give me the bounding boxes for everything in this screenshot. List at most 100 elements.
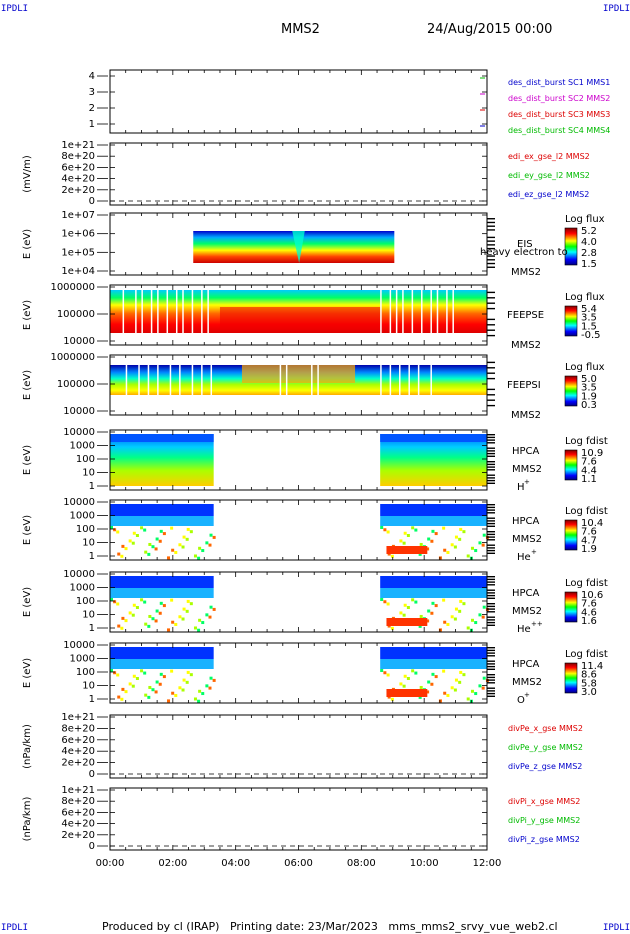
heatmap-speckle bbox=[178, 615, 182, 619]
y-tick-label: 1000 bbox=[70, 511, 95, 522]
heatmap-speckle bbox=[443, 691, 447, 695]
colorbar-tick-label: 7.6 bbox=[581, 599, 597, 610]
heatmap-speckle bbox=[182, 535, 186, 539]
heatmap-speckle bbox=[182, 607, 186, 611]
heatmap-speckle bbox=[132, 603, 136, 607]
heatmap-speckle bbox=[181, 545, 185, 549]
instrument-label: heavy electron to bbox=[480, 247, 568, 258]
y-tick-label: 1 bbox=[89, 481, 95, 492]
heatmap-speckle bbox=[144, 693, 148, 697]
heatmap-block bbox=[110, 434, 214, 442]
heatmap-speckle bbox=[155, 537, 159, 541]
heatmap-speckle bbox=[143, 600, 147, 604]
heatmap-speckle bbox=[151, 545, 155, 549]
y-tick-label: 100000 bbox=[57, 309, 95, 320]
instrument-label: HPCA bbox=[512, 516, 540, 527]
instrument-label: FEEPSE bbox=[507, 310, 544, 321]
heatmap-speckle bbox=[132, 531, 136, 535]
heatmap-speckle bbox=[482, 676, 486, 680]
heatmap-speckle bbox=[438, 699, 442, 703]
data-gap bbox=[430, 365, 432, 395]
heatmap-speckle bbox=[426, 547, 430, 551]
y-tick-label: 1000 bbox=[70, 441, 95, 452]
data-gap bbox=[122, 290, 125, 333]
heatmap-speckle bbox=[403, 531, 407, 535]
data-gap bbox=[402, 290, 404, 333]
heatmap-speckle bbox=[162, 532, 166, 536]
y-tick-label: 4e+20 bbox=[61, 746, 95, 757]
legend-entry: edi_ey_gse_l2 MMS2 bbox=[508, 171, 590, 180]
heatmap-speckle bbox=[450, 686, 454, 690]
heatmap-speckle bbox=[193, 697, 197, 701]
y-tick-label: 1e+21 bbox=[61, 712, 95, 723]
y-tick-label: 2 bbox=[89, 103, 95, 114]
heatmap-speckle bbox=[131, 613, 135, 617]
heatmap-speckle bbox=[205, 684, 209, 688]
heatmap-speckle bbox=[419, 614, 423, 618]
heatmap-block bbox=[110, 516, 214, 526]
heatmap-feature bbox=[386, 618, 428, 626]
heatmap-speckle bbox=[120, 554, 124, 558]
data-gap bbox=[179, 365, 181, 395]
y-tick-label: 100000 bbox=[57, 379, 95, 390]
colorbar-tick-label: 3.5 bbox=[581, 313, 597, 324]
heatmap-block bbox=[110, 576, 214, 588]
header-date-time: 24/Aug/2015 00:00 bbox=[427, 22, 553, 37]
data-gap bbox=[285, 365, 288, 395]
heatmap-speckle bbox=[147, 624, 151, 628]
panel-4 bbox=[97, 284, 578, 346]
heatmap-block bbox=[380, 516, 487, 526]
heatmap-block bbox=[110, 659, 214, 669]
legend-entry: divPi_z_gse MMS2 bbox=[508, 835, 580, 844]
heatmap-speckle bbox=[171, 548, 175, 552]
heatmap-speckle bbox=[189, 673, 193, 677]
heatmap-speckle bbox=[402, 541, 406, 545]
heatmap-speckle bbox=[128, 539, 132, 543]
heatmap-speckle bbox=[201, 692, 205, 696]
heatmap-speckle bbox=[197, 556, 201, 560]
y-axis-label: E (eV) bbox=[22, 370, 33, 400]
heatmap-speckle bbox=[427, 537, 431, 541]
heatmap-speckle bbox=[113, 528, 117, 532]
heatmap-speckle bbox=[434, 604, 438, 608]
heatmap-speckle bbox=[380, 526, 384, 529]
heatmap-speckle bbox=[117, 624, 121, 628]
data-gap bbox=[210, 365, 213, 395]
heatmap-speckle bbox=[121, 544, 125, 548]
corner-label-top-right: IPDLI bbox=[603, 4, 630, 14]
data-gap bbox=[399, 365, 401, 395]
instrument-label: HPCA bbox=[512, 446, 540, 457]
y-tick-label: 10000 bbox=[63, 569, 95, 580]
heatmap-speckle bbox=[186, 670, 190, 674]
heatmap-speckle bbox=[181, 688, 185, 692]
heatmap-speckle bbox=[431, 601, 435, 605]
heatmap-speckle bbox=[151, 688, 155, 692]
y-axis-label: E (eV) bbox=[22, 229, 33, 259]
heatmap-speckle bbox=[167, 699, 171, 703]
colorbar-tick-label: 10.9 bbox=[581, 448, 603, 459]
heatmap-feature bbox=[386, 689, 428, 697]
heatmap-speckle bbox=[406, 677, 410, 680]
y-tick-label: 2e+20 bbox=[61, 758, 95, 769]
data-gap bbox=[141, 290, 143, 333]
colorbar bbox=[564, 227, 578, 266]
species-label: He bbox=[517, 624, 531, 635]
y-tick-label: 2e+20 bbox=[61, 830, 95, 841]
heatmap-speckle bbox=[459, 527, 463, 531]
heatmap-block bbox=[110, 504, 214, 516]
heatmap-speckle bbox=[478, 541, 482, 545]
heatmap-speckle bbox=[482, 533, 486, 537]
instrument-label: MMS2 bbox=[512, 606, 542, 617]
heatmap-speckle bbox=[427, 609, 431, 613]
panel-5 bbox=[97, 354, 578, 416]
heatmap-speckle bbox=[198, 689, 202, 693]
colorbar bbox=[564, 662, 578, 694]
panel-frame bbox=[109, 142, 488, 206]
y-tick-label: 8e+20 bbox=[61, 796, 95, 807]
heatmap-block bbox=[380, 659, 487, 669]
heatmap-speckle bbox=[466, 626, 470, 630]
heatmap-speckle bbox=[478, 613, 482, 617]
heatmap-speckle bbox=[418, 695, 422, 699]
heatmap-speckle bbox=[128, 611, 132, 615]
heatmap-speckle bbox=[406, 606, 410, 609]
